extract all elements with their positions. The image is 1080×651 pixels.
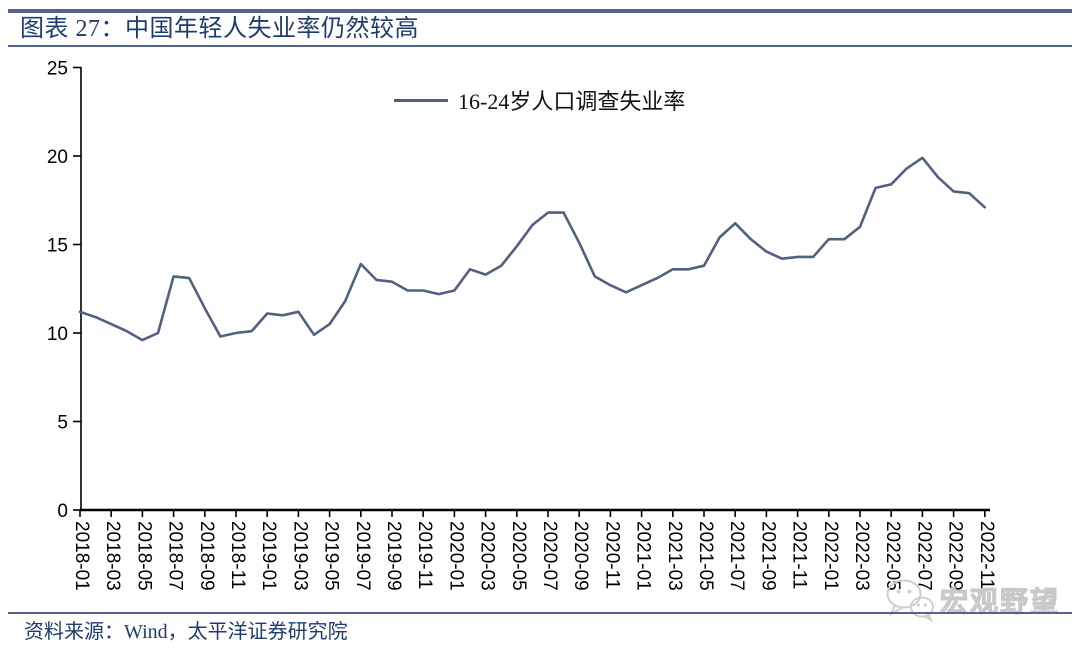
legend: 16-24岁人口调查失业率 — [394, 84, 685, 116]
x-tick-label: 2020-09 — [570, 521, 591, 591]
x-tick-label: 2018-03 — [102, 521, 123, 591]
x-tick-label: 2019-01 — [258, 521, 279, 591]
legend-label: 16-24岁人口调查失业率 — [458, 89, 686, 114]
x-tick-label: 2020-01 — [445, 521, 466, 591]
x-tick-label: 2020-11 — [601, 521, 622, 589]
y-tick-label: 25 — [47, 59, 68, 80]
x-tick-label: 2021-01 — [633, 521, 654, 591]
x-tick-label: 2022-09 — [945, 521, 966, 591]
x-tick-label: 2018-11 — [227, 521, 248, 589]
y-tick-label: 20 — [47, 147, 68, 168]
x-tick-label: 2020-05 — [508, 521, 529, 591]
x-tick-label: 2022-01 — [820, 521, 841, 591]
x-tick-label: 2018-05 — [133, 521, 154, 591]
x-tick-label: 2022-03 — [851, 521, 872, 591]
wechat-icon — [886, 579, 934, 622]
title-underline — [8, 45, 1072, 47]
x-tick-label: 2021-09 — [757, 521, 778, 591]
watermark-text: 宏观野望 — [939, 586, 1061, 618]
x-tick-label: 2021-03 — [664, 521, 685, 591]
y-tick-label: 0 — [57, 501, 68, 522]
footer-rule — [8, 612, 1072, 614]
x-tick-label: 2020-03 — [477, 521, 498, 591]
top-rule — [8, 9, 1072, 13]
x-tick-label: 2019-07 — [352, 521, 373, 591]
x-tick-label: 2019-05 — [321, 521, 342, 591]
x-tick-label: 2022-07 — [913, 521, 934, 591]
unemployment-line — [78, 156, 987, 342]
x-tick-label: 2021-05 — [695, 521, 716, 591]
legend-line-sample — [394, 98, 448, 102]
watermark: 宏观野望 — [884, 578, 1060, 622]
x-tick-label: 2019-11 — [414, 521, 435, 589]
y-tick-label: 15 — [47, 236, 68, 257]
x-tick-label: 2022-11 — [976, 521, 997, 589]
x-tick-label: 2022-05 — [882, 521, 903, 591]
figure-title: 图表 27：中国年轻人失业率仍然较高 — [20, 16, 419, 42]
x-tick-label: 2020-07 — [539, 521, 560, 591]
x-tick-label: 2018-07 — [165, 521, 186, 591]
x-tick-label: 2021-11 — [789, 521, 810, 589]
source-note: 资料来源：Wind，太平洋证券研究院 — [24, 621, 348, 643]
y-tick-label: 10 — [47, 324, 68, 345]
x-tick-label: 2018-09 — [196, 521, 217, 591]
y-tick-label: 5 — [57, 413, 68, 434]
x-tick-label: 2019-03 — [289, 521, 310, 591]
x-tick-label: 2019-09 — [383, 521, 404, 591]
x-tick-label: 2018-01 — [71, 521, 92, 591]
x-tick-label: 2021-07 — [726, 521, 747, 591]
